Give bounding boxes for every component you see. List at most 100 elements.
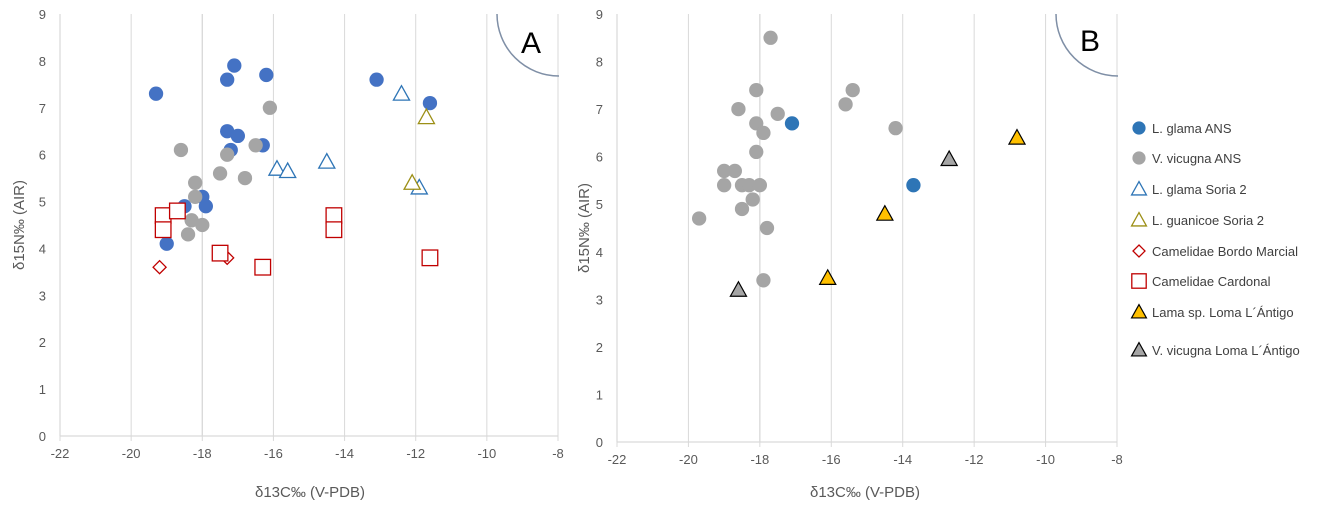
data-point [278,161,297,179]
panel-letter-a: A [521,27,541,60]
legend-item: L. glama Soria 2 [1130,179,1247,199]
data-point [159,236,174,251]
data-point [198,199,213,214]
y-tick-label: 0 [39,429,46,444]
legend-item: Lama sp. Loma L´Ántigo [1130,302,1294,322]
y-tick-label: 6 [39,148,46,163]
data-point [148,86,164,101]
panel-label-a: A [496,13,560,77]
data-point [402,173,422,190]
legend-label: V. vicugna ANS [1152,150,1242,166]
legend-item: V. vicugna ANS [1130,148,1241,168]
data-point [752,178,768,193]
legend-marker [1132,151,1146,165]
y-tick-label: 9 [596,7,603,22]
corner-arc-b [1055,13,1119,77]
x-tick-label: -18 [750,452,769,467]
x-axis-title-a: δ13C‰ (V-PDB) [255,484,365,501]
data-point [152,259,168,275]
x-tick-label: -14 [335,446,354,461]
legend-marker [1132,121,1146,135]
data-point [729,280,748,297]
legend-marker-icon [1132,151,1146,165]
legend-marker-icon [1131,273,1147,289]
x-tick-label: -18 [193,446,212,461]
legend-marker-icon [1132,121,1146,135]
chart-panel-b: -22 -20 -18 -16 -14 -12 -10 -8 0 1 2 3 4 5 6 7 8 9 B δ13C… [576,7,1123,501]
points-b [691,30,1027,297]
legend-label: L. glama Soria 2 [1152,181,1247,197]
legend-marker-icon [1132,244,1146,258]
data-point [756,273,771,288]
data-point [763,30,778,45]
data-point [180,227,196,242]
data-point [716,178,732,193]
data-point [369,72,384,87]
data-point [227,58,242,73]
legend-marker-icon [1130,180,1148,196]
data-point [220,124,235,139]
y-tick-label: 7 [39,101,46,116]
data-point [237,170,253,186]
data-point [248,138,263,153]
data-point [691,211,707,226]
y-tick-label: 3 [596,292,603,307]
data-point [875,204,894,221]
data-point [422,95,438,111]
data-point [727,163,743,179]
data-point [749,144,764,160]
data-point [154,221,172,239]
y-tick-label: 5 [39,195,46,210]
axes-b [616,14,1117,443]
data-point [745,192,760,207]
legend-marker [1130,341,1148,357]
x-tick-label: -10 [1036,452,1055,467]
y-tick-label: 2 [596,340,603,355]
data-point [741,178,757,193]
data-point [220,72,235,87]
y-tick-label: 9 [39,7,46,22]
chart-panel-a: -22 -20 -18 -16 -14 -12 -10 -8 0 1 2 3 4 5 6 7 8 9 A δ13C… [11,7,564,501]
tick-labels-a: -22 -20 -18 -16 -14 -12 -10 -8 0 1 2 3 4 5 6 7 8 9 [39,7,564,461]
y-axis-title-b: δ15N‰ (AIR) [576,183,593,273]
data-point [906,178,921,193]
data-point [184,213,199,228]
data-point [716,163,732,179]
legend-marker [1130,180,1148,196]
data-point [317,152,336,169]
y-tick-label: 8 [39,54,46,69]
x-tick-label: -16 [822,452,841,467]
y-tick-label: 2 [39,335,46,350]
panel-letter-b: B [1080,25,1100,58]
y-tick-label: 5 [596,197,603,212]
data-point [230,128,246,144]
legend-item: Camelidae Bordo Marcial [1130,241,1298,261]
y-tick-label: 1 [596,387,603,402]
corner-arc-a [496,13,560,77]
points-a [148,58,439,276]
data-point [845,82,860,98]
axes-a [59,14,558,437]
y-tick-label: 4 [596,245,603,260]
x-tick-label: -22 [608,452,627,467]
data-point [173,142,189,158]
data-point [417,107,436,125]
data-point [392,84,411,101]
data-point [259,67,274,83]
data-point [818,268,837,285]
legend-item: L. glama ANS [1130,118,1232,138]
x-tick-label: -22 [51,446,70,461]
data-point [154,207,172,225]
legend-label: Camelidae Bordo Marcial [1152,243,1298,259]
legend-item: V. vicugna Loma L´Ántigo [1130,340,1300,360]
data-point [188,175,203,190]
data-point [220,147,235,162]
data-point [784,116,800,131]
y-tick-label: 8 [596,55,603,70]
data-point [838,97,853,112]
data-point [168,202,186,220]
data-point [211,244,229,262]
data-point [731,101,746,117]
data-point [195,217,210,233]
y-tick-label: 7 [596,102,603,117]
